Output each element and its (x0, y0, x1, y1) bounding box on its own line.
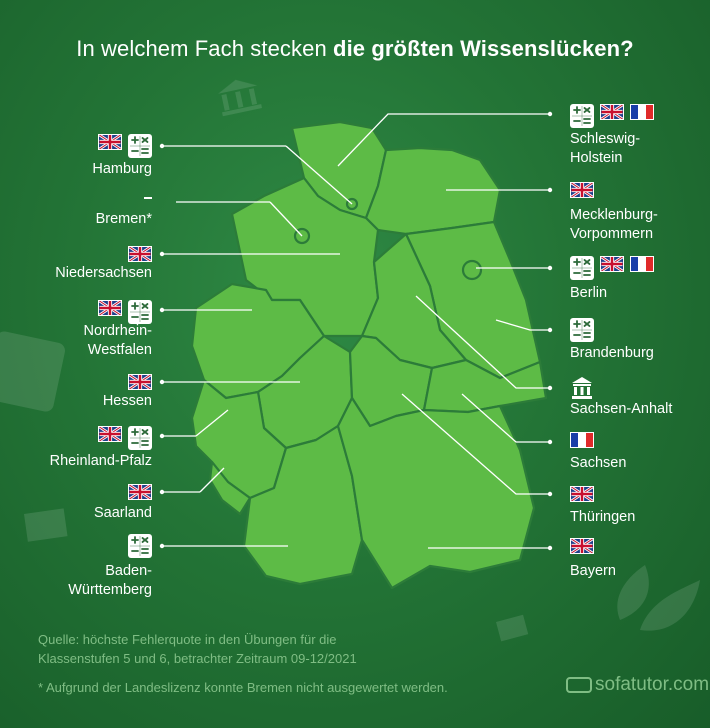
uk-flag-icon (570, 486, 594, 502)
uk-flag-icon (98, 426, 122, 442)
france-flag-icon (630, 256, 654, 272)
state-label-saarland: Saarland (93, 505, 152, 521)
calculator-icon (128, 134, 152, 158)
uk-flag-icon (98, 300, 122, 316)
leader-sh (337, 113, 550, 167)
uk-flag-icon (98, 134, 122, 150)
calculator-icon (570, 256, 594, 280)
subject-icons (570, 376, 594, 405)
state-saarland (208, 460, 252, 516)
france-flag-icon (570, 432, 594, 448)
calculator-icon (128, 300, 152, 324)
uk-flag-icon (128, 374, 152, 390)
state-label-hamburg: Hamburg (92, 161, 152, 177)
subject-icons (98, 300, 152, 324)
subject-icons (570, 256, 654, 280)
title-prefix: In welchem Fach stecken (76, 36, 327, 61)
subject-icons (128, 374, 152, 390)
subject-icons (98, 134, 152, 158)
calculator-icon (570, 318, 594, 342)
uk-flag-icon (570, 182, 594, 198)
uk-flag-icon (600, 104, 624, 120)
state-label-thüringen: Thüringen (570, 509, 636, 525)
bg-ireland-flag-icon (496, 614, 529, 642)
subject-icons (128, 246, 152, 262)
brand-logo: sofatutor.com (566, 674, 709, 696)
uk-flag-icon (128, 246, 152, 262)
uk-flag-icon (128, 484, 152, 500)
france-flag-icon (630, 104, 654, 120)
leader-thueringen (401, 393, 550, 495)
calculator-icon (128, 534, 152, 558)
subject-icons (570, 318, 594, 342)
state-label-brandenburg: Brandenburg (570, 345, 654, 361)
subject-icons (570, 538, 594, 554)
subject-icons (98, 426, 152, 450)
leader-sachsen (461, 393, 550, 443)
footnote: * Aufgrund der Landeslizenz konnte Breme… (38, 680, 448, 695)
title-bold: die größten Wissenslücken? (333, 36, 634, 61)
bg-leaf-icon (617, 565, 700, 631)
state-label-bayern: Bayern (570, 563, 616, 579)
subject-icons (144, 190, 152, 199)
state-label-berlin: Berlin (570, 285, 608, 301)
bg-uk-flag-icon (24, 508, 68, 542)
state-bayern (336, 396, 536, 590)
state-label-schleswig-holstein: Schleswig- Holstein (570, 131, 641, 166)
bg-museum-icon (218, 79, 262, 117)
subject-icons (570, 104, 654, 128)
calculator-icon (570, 104, 594, 128)
subject-icons (128, 534, 152, 558)
subject-icons (570, 432, 594, 448)
subject-icons (570, 486, 594, 502)
state-label-sachsen: Sachsen (570, 455, 627, 471)
state-label-rheinland-pfalz: Rheinland-Pfalz (49, 453, 152, 469)
sofa-icon (566, 676, 592, 693)
state-label-bremen: Bremen* (95, 211, 152, 227)
state-label-nordrhein-westfalen: Nordrhein- Westfalen (83, 323, 153, 358)
brand-text: sofatutor.com (595, 674, 710, 695)
state-label-sachsen-anhalt: Sachsen-Anhalt (570, 401, 673, 417)
museum-icon (570, 376, 594, 405)
page-title: In welchem Fach stecken die größten Wiss… (0, 36, 710, 62)
calculator-icon (128, 426, 152, 450)
state-label-niedersachsen: Niedersachsen (55, 265, 152, 281)
state-label-baden-württemberg: Baden- Württemberg (68, 563, 152, 598)
state-label-hessen: Hessen (102, 393, 152, 409)
uk-flag-icon (600, 256, 624, 272)
subject-icons (570, 182, 594, 198)
leader-brandenburg (495, 319, 550, 331)
bg-calculator-icon (0, 331, 65, 412)
state-mecklenburg-vorpommern (364, 146, 502, 236)
uk-flag-icon (570, 538, 594, 554)
no-data-dash-icon (144, 197, 152, 199)
leader-sachsen-anhalt (415, 295, 550, 389)
subject-icons (128, 484, 152, 500)
city-berlin (461, 259, 483, 281)
state-label-mecklenburg-vorpommern: Mecklenburg- Vorpommern (570, 207, 658, 242)
source-note: Quelle: höchste Fehlerquote in den Übung… (38, 632, 357, 666)
